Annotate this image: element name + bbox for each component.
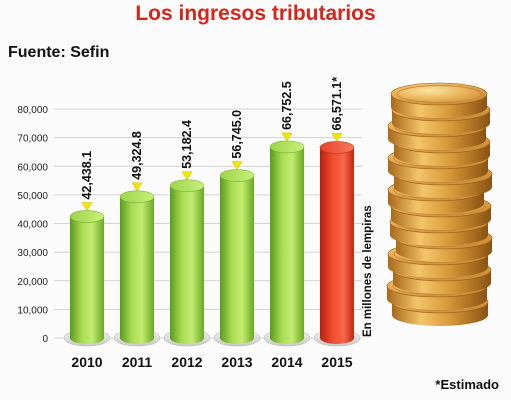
y-tick-label: 30,000 <box>17 248 48 259</box>
bar <box>320 147 354 344</box>
y-tick-label: 0 <box>42 334 48 345</box>
y-tick-label: 20,000 <box>17 277 48 288</box>
value-arrow <box>131 182 143 192</box>
footnote: *Estimado <box>435 377 499 392</box>
y-tick-labels: 0 10,000 20,000 30,000 40,000 50,000 60,000 70,… <box>17 105 48 345</box>
data-label: 53,182.4 <box>180 120 194 169</box>
bars <box>63 140 361 347</box>
bar-cap <box>69 210 105 223</box>
bar-cap <box>119 190 155 204</box>
data-label: 42,438.1 <box>80 151 94 200</box>
x-tick-label: 2010 <box>71 354 102 370</box>
y-tick-label: 50,000 <box>17 191 48 202</box>
bar <box>270 146 304 344</box>
value-arrow <box>181 171 193 181</box>
coin-face <box>390 82 488 106</box>
y-axis-label: En millones de lempiras <box>362 205 374 337</box>
data-label: 66,571.1* <box>330 77 344 131</box>
bar <box>120 196 154 344</box>
chart-title: Los ingresos tributarios <box>135 2 376 25</box>
x-tick-label: 2012 <box>171 354 202 370</box>
data-labels: 42,438.1 49,324.8 53,182.4 56,745.0 66,752.5… <box>80 77 344 211</box>
bar-cap <box>169 179 205 193</box>
y-tick-label: 40,000 <box>17 220 48 231</box>
gridlines <box>54 108 362 339</box>
coin-stack-icon <box>386 82 493 326</box>
bar <box>170 185 204 344</box>
y-tick-label: 70,000 <box>17 134 48 145</box>
y-tick-label: 60,000 <box>17 162 48 173</box>
bar-cap <box>219 169 255 182</box>
value-arrow <box>281 132 293 142</box>
y-tick-label: 10,000 <box>17 305 48 316</box>
x-tick-label: 2014 <box>271 354 302 370</box>
x-tick-label: 2011 <box>122 354 153 370</box>
x-tick-labels: 2010 2011 2012 2013 2014 2015 <box>71 354 352 370</box>
x-tick-label: 2015 <box>321 354 352 370</box>
value-arrow <box>331 133 343 142</box>
x-tick-label: 2013 <box>221 354 252 370</box>
bar-cap <box>269 140 305 154</box>
coin-rim <box>396 85 482 103</box>
value-arrow <box>231 161 243 171</box>
y-tick-label: 80,000 <box>17 105 48 116</box>
data-label: 49,324.8 <box>130 131 144 180</box>
bar-cap <box>319 141 355 154</box>
data-label: 66,752.5 <box>280 81 294 130</box>
bar <box>70 216 104 344</box>
data-label: 56,745.0 <box>230 110 244 159</box>
bar <box>220 175 254 344</box>
value-arrow <box>81 202 93 211</box>
source-label: Fuente: Sefin <box>8 44 110 61</box>
